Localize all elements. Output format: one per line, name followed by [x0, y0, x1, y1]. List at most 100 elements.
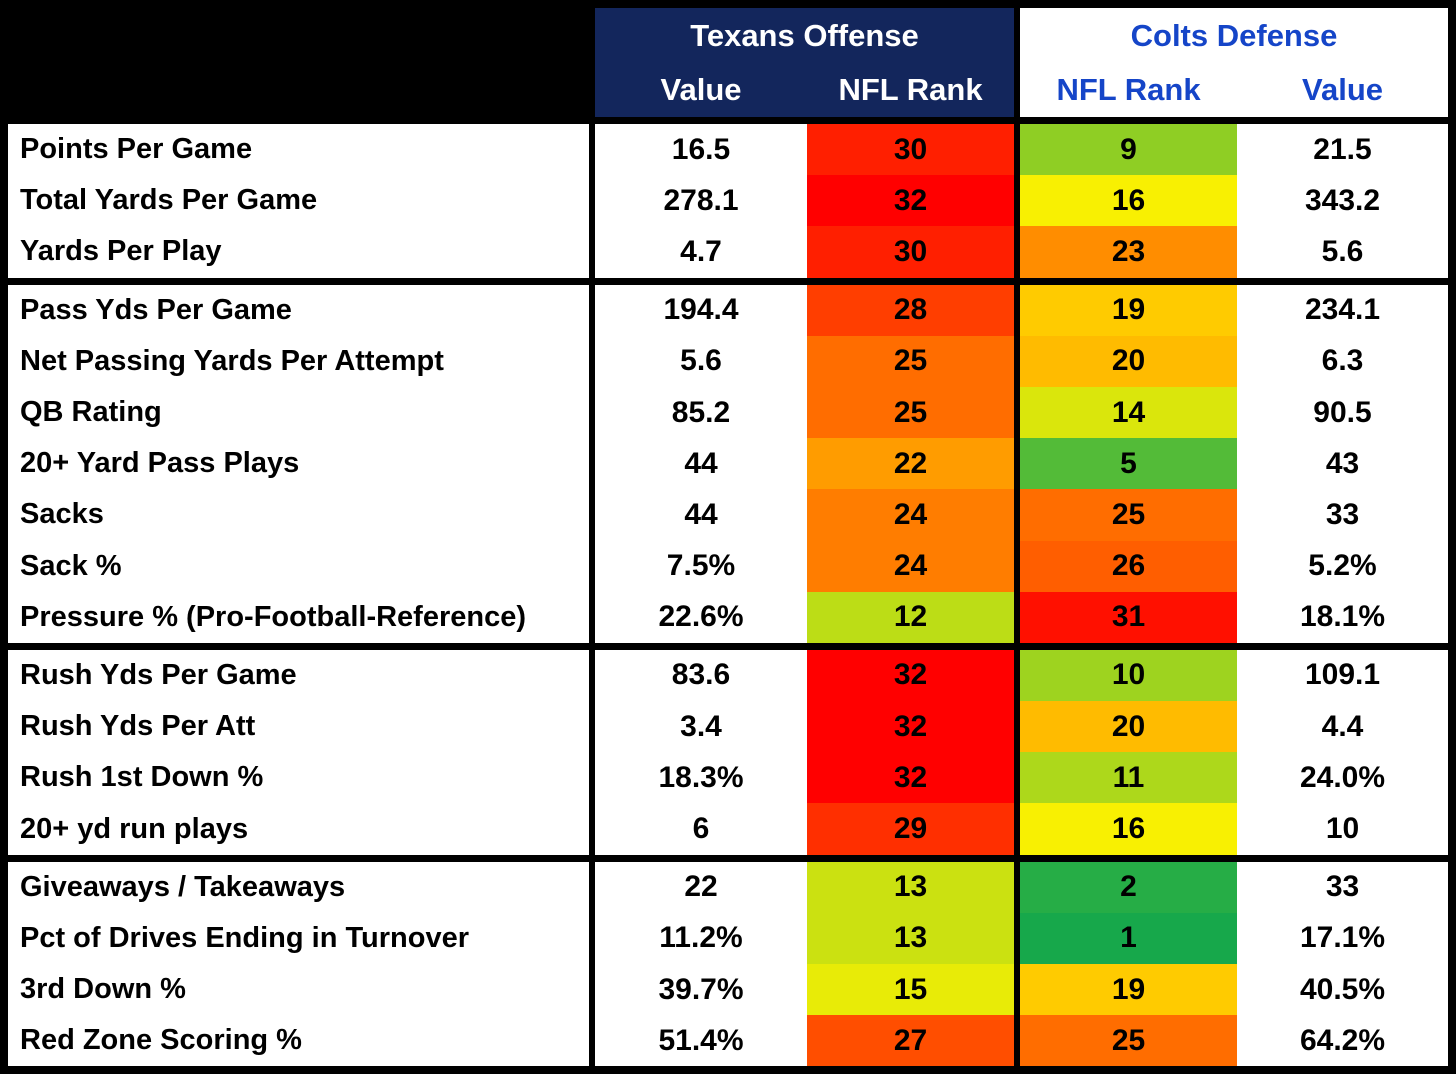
texans-rank-cell: 29	[807, 803, 1020, 855]
texans-rank-column-header: NFL Rank	[807, 63, 1020, 117]
texans-rank-cell: 22	[807, 438, 1020, 490]
colts-rank-cell: 5	[1020, 438, 1237, 490]
colts-value-cell: 24.0%	[1299, 760, 1386, 794]
stat-section-2: Pass Yds Per Game 194.4 28 19 234.1 Net Passi…	[8, 277, 1448, 643]
table-row: Rush Yds Per Game 83.6 32 10 109.1	[8, 649, 1448, 702]
table-row: Sacks 44 24 25 33	[8, 489, 1448, 541]
texans-rank-cell: 12	[807, 591, 1020, 643]
colts-value-column-header: Value	[1237, 63, 1448, 117]
stat-label: Pct of Drives Ending in Turnover	[8, 912, 595, 964]
texans-rank-cell: 25	[807, 335, 1020, 387]
texans-value-cell: 18.3%	[658, 760, 744, 794]
texans-value-cell: 16.5	[671, 132, 731, 166]
texans-rank-cell: 30	[807, 124, 1020, 176]
corner-cell	[8, 8, 595, 63]
colts-rank-cell: 19	[1020, 964, 1237, 1016]
colts-rank-cell: 10	[1020, 649, 1237, 702]
colts-value-cell: 5.2%	[1308, 549, 1377, 583]
texans-value-cell: 22.6%	[658, 600, 744, 634]
texans-rank-cell: 32	[807, 752, 1020, 804]
colts-value-cell: 33	[1325, 870, 1360, 904]
colts-value-cell: 33	[1325, 497, 1360, 531]
colts-value-cell: 10	[1325, 812, 1360, 846]
colts-value-cell: 4.4	[1321, 709, 1364, 743]
stat-label: Yards Per Play	[8, 226, 595, 278]
stat-label: Red Zone Scoring %	[8, 1015, 595, 1066]
texans-rank-cell: 32	[807, 175, 1020, 227]
texans-value-cell: 51.4%	[658, 1023, 744, 1057]
colts-rank-cell: 31	[1020, 591, 1237, 643]
table-row: 3rd Down % 39.7% 15 19 40.5%	[8, 964, 1448, 1016]
texans-value-cell: 22	[684, 870, 718, 904]
stat-label: 20+ Yard Pass Plays	[8, 438, 595, 490]
texans-value-cell: 278.1	[663, 183, 739, 217]
texans-value-cell: 44	[684, 497, 718, 531]
texans-rank-cell: 24	[807, 489, 1020, 541]
table-body: Points Per Game 16.5 30 9 21.5 Total Yards Pe…	[8, 124, 1448, 1066]
texans-rank-cell: 25	[807, 386, 1020, 439]
table-row: Total Yards Per Game 278.1 32 16 343.2	[8, 175, 1448, 227]
table-row: QB Rating 85.2 25 14 90.5	[8, 386, 1448, 439]
texans-value-cell: 3.4	[680, 709, 722, 743]
table-row: Net Passing Yards Per Attempt 5.6 25 20 6.3	[8, 335, 1448, 387]
colts-rank-cell: 11	[1020, 752, 1237, 804]
texans-value-cell: 39.7%	[658, 972, 744, 1006]
texans-value-cell: 4.7	[680, 234, 722, 268]
texans-rank-cell: 27	[807, 1015, 1020, 1066]
table-row: 20+ yd run plays 6 29 16 10	[8, 803, 1448, 855]
texans-rank-cell: 24	[807, 540, 1020, 592]
corner-cell-2	[8, 63, 595, 117]
texans-value-cell: 44	[684, 446, 718, 480]
table-row: Pass Yds Per Game 194.4 28 19 234.1	[8, 284, 1448, 336]
colts-value-cell: 5.6	[1321, 234, 1364, 268]
texans-value-cell: 85.2	[671, 395, 731, 429]
texans-value-cell: 7.5%	[666, 549, 736, 583]
texans-rank-cell: 32	[807, 701, 1020, 753]
colts-rank-cell: 14	[1020, 386, 1237, 439]
texans-rank-cell: 13	[807, 861, 1020, 913]
colts-value-cell: 43	[1325, 446, 1360, 480]
table-inner: Texans Offense Colts Defense Value NFL R…	[8, 8, 1448, 1066]
table-row: Sack % 7.5% 24 26 5.2%	[8, 540, 1448, 592]
colts-value-cell: 17.1%	[1299, 921, 1386, 955]
stat-section-1: Points Per Game 16.5 30 9 21.5 Total Yards Pe…	[8, 124, 1448, 278]
colts-rank-cell: 9	[1020, 124, 1237, 176]
colts-rank-cell: 25	[1020, 1015, 1237, 1066]
texans-rank-cell: 30	[807, 226, 1020, 278]
table-row: Rush 1st Down % 18.3% 32 11 24.0%	[8, 752, 1448, 804]
texans-value-column-header: Value	[595, 63, 807, 117]
texans-rank-cell: 13	[807, 912, 1020, 964]
texans-value-cell: 83.6	[671, 658, 731, 692]
stat-label: Pass Yds Per Game	[8, 284, 595, 336]
table-row: Rush Yds Per Att 3.4 32 20 4.4	[8, 701, 1448, 753]
colts-rank-cell: 19	[1020, 284, 1237, 336]
table-header: Texans Offense Colts Defense Value NFL R…	[8, 8, 1448, 124]
colts-value-cell: 21.5	[1313, 132, 1372, 166]
stat-label: Net Passing Yards Per Attempt	[8, 335, 595, 387]
colts-rank-cell: 2	[1020, 861, 1237, 913]
texans-value-cell: 194.4	[663, 293, 739, 327]
colts-value-cell: 90.5	[1313, 395, 1372, 429]
colts-rank-cell: 26	[1020, 540, 1237, 592]
colts-value-cell: 64.2%	[1299, 1023, 1386, 1057]
stat-label: Rush 1st Down %	[8, 752, 595, 804]
colts-rank-cell: 20	[1020, 335, 1237, 387]
stat-label: Sack %	[8, 540, 595, 592]
table-row: 20+ Yard Pass Plays 44 22 5 43	[8, 438, 1448, 490]
stat-label: Pressure % (Pro-Football-Reference)	[8, 591, 595, 643]
texans-offense-header: Texans Offense	[595, 8, 1020, 63]
column-header-row: Value NFL Rank NFL Rank Value	[8, 63, 1448, 117]
stat-label: 20+ yd run plays	[8, 803, 595, 855]
colts-rank-cell: 16	[1020, 175, 1237, 227]
colts-value-cell: 18.1%	[1299, 600, 1386, 634]
texans-value-cell: 5.6	[680, 344, 722, 378]
stat-label: Total Yards Per Game	[8, 175, 595, 227]
table-row: Red Zone Scoring % 51.4% 27 25 64.2%	[8, 1015, 1448, 1066]
colts-rank-cell: 16	[1020, 803, 1237, 855]
colts-rank-cell: 1	[1020, 912, 1237, 964]
table-row: Giveaways / Takeaways 22 13 2 33	[8, 861, 1448, 913]
table-row: Pressure % (Pro-Football-Reference) 22.6%…	[8, 591, 1448, 643]
colts-rank-cell: 25	[1020, 489, 1237, 541]
texans-value-cell: 6	[692, 812, 710, 846]
team-header-row: Texans Offense Colts Defense	[8, 8, 1448, 63]
